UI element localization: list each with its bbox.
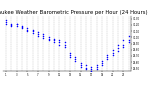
Point — [26, 29, 28, 31]
Point — [15, 25, 18, 26]
Point — [127, 40, 130, 41]
Point — [69, 54, 71, 55]
Point — [117, 44, 119, 45]
Point — [85, 68, 87, 69]
Point — [42, 37, 44, 39]
Point — [111, 52, 114, 54]
Point — [74, 58, 76, 60]
Point — [90, 66, 92, 68]
Point — [95, 66, 98, 68]
Point — [85, 69, 87, 70]
Point — [122, 44, 124, 45]
Point — [10, 25, 12, 27]
Point — [122, 46, 124, 47]
Point — [117, 50, 119, 52]
Point — [47, 40, 50, 41]
Point — [15, 23, 18, 24]
Point — [74, 56, 76, 58]
Point — [127, 42, 130, 43]
Point — [95, 69, 98, 70]
Point — [58, 40, 60, 41]
Point — [53, 42, 55, 43]
Point — [10, 24, 12, 26]
Point — [90, 69, 92, 70]
Point — [63, 44, 66, 45]
Point — [5, 19, 7, 21]
Point — [10, 23, 12, 24]
Point — [58, 44, 60, 45]
Point — [31, 30, 34, 32]
Point — [31, 29, 34, 31]
Point — [69, 56, 71, 58]
Point — [15, 24, 18, 25]
Point — [74, 60, 76, 62]
Point — [117, 48, 119, 49]
Point — [47, 38, 50, 39]
Point — [26, 30, 28, 32]
Point — [21, 25, 23, 27]
Point — [79, 63, 82, 64]
Point — [47, 37, 50, 38]
Point — [31, 32, 34, 34]
Point — [5, 21, 7, 23]
Point — [79, 66, 82, 68]
Point — [106, 56, 108, 58]
Point — [53, 38, 55, 39]
Point — [58, 42, 60, 43]
Point — [42, 35, 44, 37]
Point — [122, 40, 124, 41]
Title: Milwaukee Weather Barometric Pressure per Hour (24 Hours): Milwaukee Weather Barometric Pressure pe… — [0, 10, 148, 15]
Point — [95, 64, 98, 66]
Point — [53, 39, 55, 40]
Point — [5, 23, 7, 24]
Point — [69, 52, 71, 54]
Point — [111, 49, 114, 50]
Point — [42, 33, 44, 35]
Point — [37, 33, 39, 35]
Point — [101, 63, 103, 64]
Point — [90, 71, 92, 72]
Point — [85, 64, 87, 66]
Point — [26, 27, 28, 29]
Point — [21, 27, 23, 29]
Point — [127, 35, 130, 37]
Point — [37, 32, 39, 33]
Point — [21, 26, 23, 27]
Point — [37, 35, 39, 37]
Point — [63, 46, 66, 47]
Point — [106, 54, 108, 55]
Point — [101, 60, 103, 62]
Point — [101, 64, 103, 66]
Point — [106, 58, 108, 60]
Point — [79, 64, 82, 66]
Point — [111, 54, 114, 55]
Point — [63, 42, 66, 43]
